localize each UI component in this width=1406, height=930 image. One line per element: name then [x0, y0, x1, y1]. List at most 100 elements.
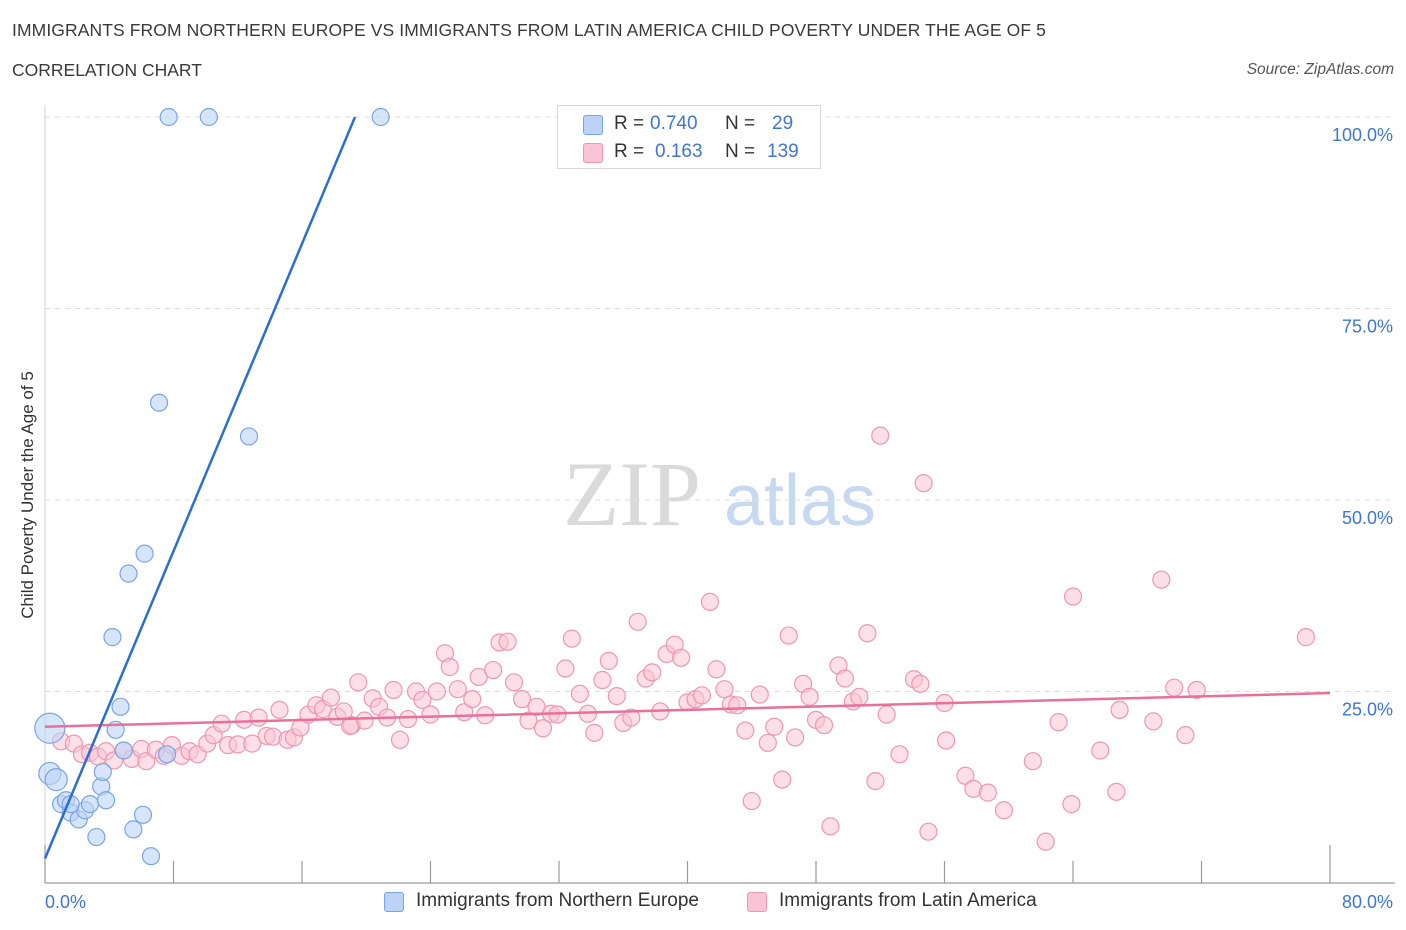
- northern-europe-point: [34, 712, 66, 744]
- latin-america-point: [742, 791, 761, 811]
- latin-america-point: [321, 688, 341, 707]
- northern-europe-point: [87, 827, 106, 847]
- latin-america-point: [593, 670, 612, 690]
- latin-america-point: [758, 733, 777, 752]
- chart-title: IMMIGRANTS FROM NORTHERN EUROPE VS IMMIG…: [12, 20, 1046, 40]
- latin-america-point: [1036, 832, 1055, 851]
- latin-america-point: [1176, 726, 1195, 745]
- latin-america-point: [821, 817, 840, 836]
- series-northern-europe-points: [34, 107, 390, 866]
- latin-america-point: [877, 705, 896, 724]
- latin-america-point: [871, 426, 890, 445]
- northern-europe-point: [93, 762, 112, 782]
- x-tick-label: 0.0%: [45, 892, 86, 912]
- latin-america-point: [427, 682, 447, 701]
- northern-europe-point: [124, 820, 143, 839]
- latin-america-point: [498, 632, 517, 651]
- latin-america-point: [835, 669, 855, 688]
- northern-europe-point: [371, 107, 390, 127]
- latin-america-point: [773, 770, 792, 789]
- latin-america-point: [527, 697, 546, 716]
- legend-r-label: R =: [614, 141, 645, 162]
- y-tick-label: 50.0%: [1342, 508, 1393, 528]
- northern-europe-point: [157, 745, 177, 764]
- latin-america-point: [413, 690, 432, 710]
- latin-america-point: [1062, 795, 1081, 814]
- legend-r-value: 0.740: [650, 113, 698, 134]
- latin-america-point: [728, 696, 747, 715]
- latin-america-point: [628, 612, 647, 631]
- legend-n-value: 29: [772, 113, 794, 134]
- northern-europe-point: [119, 564, 138, 583]
- latin-america-point: [622, 708, 641, 727]
- y-tick-label: 75.0%: [1342, 317, 1393, 337]
- latin-america-point: [1023, 752, 1042, 771]
- latin-america-point: [850, 687, 869, 706]
- latin-america-point: [512, 690, 532, 709]
- latin-america-point: [469, 667, 488, 687]
- source-label: Source: ZipAtlas.com: [1246, 61, 1394, 78]
- chart-subtitle: CORRELATION CHART: [12, 60, 202, 80]
- latin-america-point: [1110, 700, 1129, 719]
- latin-america-point: [1144, 712, 1163, 731]
- northern-europe-point: [103, 628, 122, 647]
- latin-america-point: [736, 721, 755, 740]
- latin-america-point: [562, 629, 581, 648]
- northern-europe-point: [135, 544, 154, 563]
- latin-america-point: [715, 680, 734, 699]
- latin-america-point: [484, 660, 503, 680]
- latin-america-point: [937, 731, 956, 750]
- northern-europe-point: [133, 805, 153, 824]
- zipatlas-watermark: ZIP atlas: [563, 443, 876, 545]
- watermark-zip: ZIP: [563, 443, 701, 545]
- latin-america-point: [519, 711, 538, 730]
- latin-america-point: [1152, 570, 1171, 589]
- latin-america-point: [671, 648, 691, 667]
- latin-america-trend-line: [44, 691, 1331, 728]
- latin-america-point: [249, 708, 268, 727]
- northern-europe-point: [159, 107, 178, 127]
- latin-america-point: [1107, 782, 1126, 801]
- latin-america-point: [814, 716, 834, 735]
- bottom-legend-swatch-pink: [747, 892, 767, 912]
- latin-america-point: [1091, 741, 1110, 760]
- latin-america-point: [1296, 628, 1316, 647]
- axes: [44, 105, 1395, 884]
- x-tick-label: 80.0%: [1342, 892, 1393, 912]
- northern-europe-point: [80, 795, 100, 814]
- latin-america-point: [779, 626, 798, 645]
- latin-america-point: [911, 674, 930, 693]
- watermark-atlas: atlas: [724, 461, 876, 541]
- y-tick-label: 100.0%: [1332, 125, 1393, 145]
- latin-america-point: [858, 624, 877, 643]
- legend-row-latin-america: R = 0.163 N = 139: [558, 138, 820, 166]
- northern-europe-point: [141, 847, 161, 866]
- latin-america-point: [341, 716, 360, 736]
- latin-america-point: [398, 709, 418, 729]
- northern-europe-point: [149, 393, 169, 412]
- trend-lines: [43, 116, 1331, 859]
- latin-america-point: [994, 801, 1014, 820]
- latin-america-point: [448, 680, 467, 699]
- latin-america-point: [643, 663, 662, 682]
- latin-america-point: [919, 822, 938, 841]
- latin-america-point: [1063, 587, 1083, 606]
- latin-america-point: [421, 705, 440, 724]
- latin-america-point: [1187, 680, 1206, 700]
- latin-america-point: [212, 714, 231, 733]
- legend-n-label: N =: [725, 113, 756, 134]
- latin-america-point: [786, 728, 805, 747]
- latin-america-point: [700, 592, 720, 611]
- grid-lines: [45, 116, 1395, 692]
- tick-labels: 100.0% 75.0% 50.0% 25.0% 0.0% 80.0%: [45, 125, 1393, 912]
- northern-europe-point: [111, 697, 130, 716]
- bottom-legend-label: Immigrants from Latin America: [779, 890, 1037, 911]
- northern-europe-point: [239, 427, 259, 446]
- correlation-legend: R = 0.740 N = 29 R = 0.163 N = 139: [557, 105, 821, 169]
- latin-america-point: [599, 651, 618, 670]
- latin-america-point: [463, 690, 482, 709]
- latin-america-point: [556, 659, 575, 678]
- latin-america-point: [384, 680, 403, 700]
- legend-r-label: R =: [614, 113, 645, 134]
